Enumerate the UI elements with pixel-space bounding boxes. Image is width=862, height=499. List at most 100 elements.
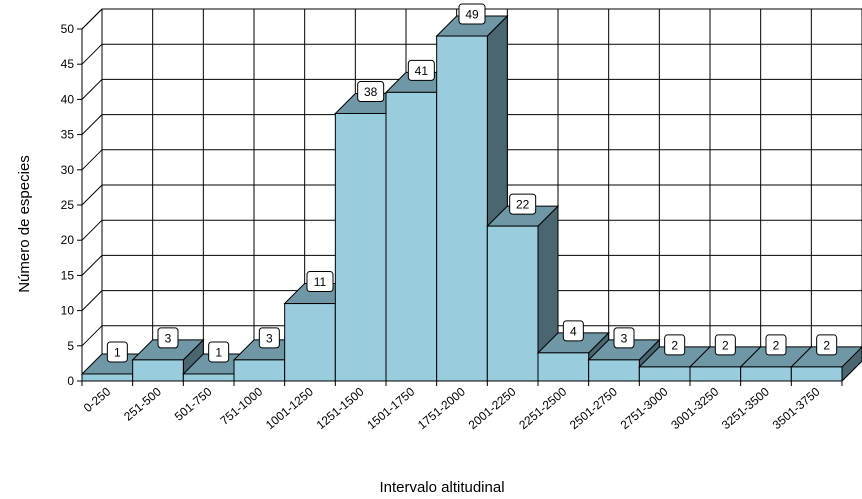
data-label: 38 (357, 80, 385, 102)
bar-front (334, 112, 387, 382)
data-label-text: 38 (364, 85, 378, 99)
grid-line-diag (81, 290, 103, 311)
data-label-text: 2 (722, 338, 729, 352)
bar-front (486, 225, 539, 382)
x-tick-label: 3501-3750 (770, 384, 823, 432)
data-label-text: 2 (671, 338, 678, 352)
data-label: 41 (407, 59, 435, 81)
grid-line-diag (81, 255, 103, 276)
bar-front (182, 373, 235, 382)
data-label-text: 3 (621, 331, 628, 345)
y-tick-label: 10 (61, 304, 75, 318)
x-tick-label: 1501-1750 (364, 384, 417, 432)
y-tick-label: 5 (67, 339, 74, 353)
grid-line-diag (81, 43, 103, 65)
bar-front (436, 35, 488, 382)
bar-front (537, 352, 590, 382)
bar-front (385, 91, 438, 382)
data-label-box (562, 320, 584, 342)
x-tick-label: 751-1000 (217, 384, 265, 428)
data-label-box (458, 3, 486, 25)
data-label-text: 1 (114, 345, 121, 359)
data-label: 4 (562, 320, 584, 342)
data-label: 1 (106, 341, 128, 363)
data-label: 1 (208, 341, 230, 363)
data-label-box (157, 327, 179, 349)
x-tick-label: 1251-1500 (314, 384, 367, 432)
y-tick-label: 40 (61, 92, 75, 106)
data-label-text: 2 (823, 338, 830, 352)
bar-front (81, 373, 134, 382)
grid-line-diag (81, 219, 103, 241)
data-label-box (258, 327, 280, 349)
y-tick-label: 25 (61, 198, 75, 212)
bar-front (233, 359, 286, 382)
data-label: 2 (664, 334, 686, 356)
data-label-text: 22 (516, 198, 530, 212)
x-tick-label: 2001-2250 (466, 384, 519, 432)
bars (80, 14, 862, 383)
data-label-text: 1 (215, 345, 222, 359)
grid-line-diag (81, 79, 103, 100)
data-label-text: 3 (165, 331, 172, 345)
data-label: 2 (765, 334, 787, 356)
data-label-text: 2 (773, 338, 780, 352)
wall-top-edge (81, 8, 103, 30)
bar-front (588, 359, 640, 382)
x-tick-label: 3251-3500 (719, 384, 772, 432)
y-tick-label: 15 (61, 268, 75, 282)
data-label-box (509, 193, 537, 215)
data-label-box (407, 59, 435, 81)
data-label-box (664, 334, 686, 356)
data-label: 2 (816, 334, 838, 356)
data-label-box (765, 334, 787, 356)
bar-front (689, 366, 742, 382)
grid-line-diag (81, 184, 103, 206)
x-tick-label: 501-750 (172, 384, 215, 423)
data-label-text: 41 (415, 64, 429, 78)
data-label-text: 49 (465, 8, 479, 22)
data-label: 3 (157, 327, 179, 349)
grid-line-diag (81, 325, 103, 347)
y-tick-label: 0 (67, 374, 74, 388)
y-tick-label: 30 (61, 163, 75, 177)
bar-front (284, 303, 336, 382)
data-label-box (357, 80, 385, 102)
x-axis-title: Intervalo altitudinal (379, 479, 504, 496)
x-tick-label: 251-500 (121, 384, 164, 423)
y-axis-title: Número de especies (16, 155, 33, 293)
data-label: 22 (509, 193, 537, 215)
grid-line-diag (81, 114, 103, 135)
data-label-box (306, 271, 334, 293)
data-label: 2 (714, 334, 736, 356)
y-tick-label: 50 (61, 22, 75, 36)
data-label: 3 (258, 327, 280, 349)
data-label-box (106, 341, 128, 363)
x-tick-label: 1751-2000 (415, 384, 468, 432)
data-label-box (816, 334, 838, 356)
y-tick-label: 35 (61, 128, 75, 142)
data-label-box (714, 334, 736, 356)
bar (435, 14, 509, 383)
data-label-box (613, 327, 635, 349)
data-label: 49 (458, 3, 486, 25)
x-tick-label: 2501-2750 (567, 384, 620, 432)
bar-front (638, 366, 691, 382)
bar-front (790, 366, 843, 382)
data-label-box (208, 341, 230, 363)
data-label-text: 11 (314, 275, 327, 289)
data-label-text: 4 (570, 324, 577, 338)
bar (790, 346, 862, 383)
data-label-text: 3 (266, 331, 273, 345)
data-label: 11 (306, 271, 334, 293)
y-tick-label: 20 (61, 233, 75, 247)
bar-front (740, 366, 792, 382)
bar-front (132, 359, 184, 382)
x-tick-label: 3001-3250 (668, 384, 721, 432)
x-tick-label: 1001-1250 (263, 384, 316, 432)
data-label: 3 (613, 327, 635, 349)
bar (131, 338, 205, 383)
y-tick-label: 45 (61, 57, 75, 71)
